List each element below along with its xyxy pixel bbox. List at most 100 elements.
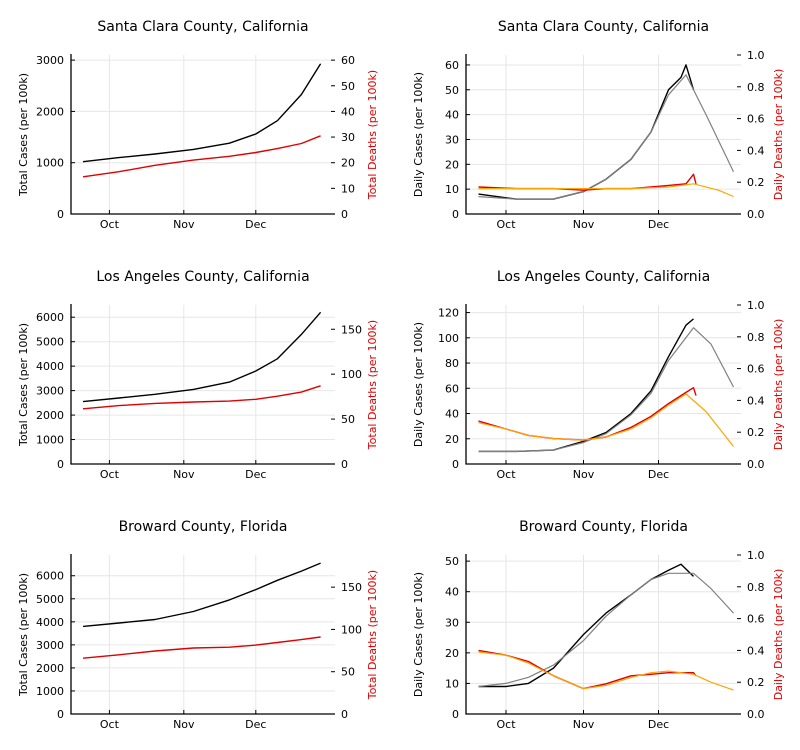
- y-tick-label: 3000: [36, 639, 64, 652]
- y2-tick-label: 10: [341, 182, 355, 195]
- chart-title: Broward County, Florida: [119, 519, 288, 535]
- y-tick-label: 4000: [36, 616, 64, 629]
- y2-tick-label: 50: [341, 666, 355, 679]
- y-tick-label: 6000: [36, 570, 64, 583]
- y-tick-label: 0: [57, 708, 64, 721]
- series-line-4: [478, 393, 734, 447]
- y-tick-label: 5000: [36, 336, 64, 349]
- y2-tick-label: 0.8: [747, 331, 765, 344]
- y2-axis-label: Total Deaths (per 100k): [366, 570, 379, 700]
- chart-title: Broward County, Florida: [519, 519, 688, 535]
- y2-tick-label: 0: [341, 708, 348, 721]
- y-tick-label: 1000: [36, 434, 64, 447]
- y-tick-label: 80: [445, 357, 459, 370]
- chart-3: Oct Nov Dec 0 1000 2000 3000 4000 5000 6000 0 50 100…: [17, 269, 379, 481]
- axes-frame: [70, 54, 335, 215]
- y-tick-label: 3000: [36, 54, 64, 67]
- y-tick-label: 5000: [36, 593, 64, 606]
- y2-tick-label: 0.0: [747, 208, 765, 221]
- y-tick-label: 0: [452, 708, 459, 721]
- x-tick-label: Dec: [648, 468, 669, 481]
- y-tick-label: 20: [445, 433, 459, 446]
- y2-tick-label: 0.8: [747, 581, 765, 594]
- y-axis-label: Daily Cases (per 100k): [412, 322, 425, 447]
- y2-axis-label: Daily Deaths (per 100k): [772, 569, 785, 701]
- y-tick-label: 6000: [36, 311, 64, 324]
- y-tick-label: 0: [57, 208, 64, 221]
- y2-axis-label: Total Deaths (per 100k): [366, 70, 379, 200]
- y2-tick-label: 150: [341, 323, 362, 336]
- y-tick-label: 40: [445, 586, 459, 599]
- y2-tick-label: 60: [341, 54, 355, 67]
- series-line-1: [82, 562, 321, 628]
- y2-tick-label: 0.6: [747, 113, 765, 126]
- axes-frame: [465, 54, 741, 215]
- x-tick-label: Oct: [100, 468, 120, 481]
- y-tick-label: 60: [445, 382, 459, 395]
- y2-tick-label: 0.2: [747, 426, 765, 439]
- y-tick-label: 50: [445, 84, 459, 97]
- x-tick-label: Nov: [173, 718, 195, 731]
- y2-axis-label: Daily Deaths (per 100k): [772, 69, 785, 201]
- y-tick-label: 2000: [36, 105, 64, 118]
- y2-tick-label: 0.8: [747, 81, 765, 94]
- x-tick-label: Nov: [573, 718, 595, 731]
- y2-tick-label: 100: [341, 623, 362, 636]
- y2-tick-label: 1.0: [747, 549, 765, 562]
- chart-title: Los Angeles County, California: [497, 269, 710, 285]
- y2-tick-label: 0.0: [747, 458, 765, 471]
- y-tick-label: 30: [445, 133, 459, 146]
- y-tick-label: 4000: [36, 360, 64, 373]
- axes-frame: [465, 304, 741, 465]
- y-tick-label: 1000: [36, 157, 64, 170]
- y2-tick-label: 0.2: [747, 176, 765, 189]
- y-tick-label: 60: [445, 59, 459, 72]
- y-tick-label: 10: [445, 677, 459, 690]
- y-tick-label: 50: [445, 555, 459, 568]
- y2-tick-label: 0.4: [747, 644, 765, 657]
- series-line-1: [478, 563, 694, 688]
- x-tick-label: Nov: [173, 218, 195, 231]
- x-tick-label: Dec: [648, 218, 669, 231]
- y2-tick-label: 0.4: [747, 394, 765, 407]
- series-line-2: [82, 385, 321, 410]
- x-tick-label: Oct: [496, 218, 516, 231]
- x-tick-label: Oct: [100, 218, 120, 231]
- axes-frame: [70, 554, 335, 715]
- chart-title: Los Angeles County, California: [96, 269, 309, 285]
- series-line-1: [82, 63, 322, 163]
- chart-2: Oct Nov Dec 0 10 20 30 40 50 60 0.0 0.2 0.4 0.6 0.8 1.0…: [412, 19, 785, 231]
- y2-axis-label: Total Deaths (per 100k): [366, 320, 379, 450]
- y-tick-label: 40: [445, 408, 459, 421]
- series-line-1: [478, 64, 695, 200]
- y-tick-label: 10: [445, 183, 459, 196]
- y-tick-label: 1000: [36, 685, 64, 698]
- x-tick-label: Nov: [573, 468, 595, 481]
- y2-tick-label: 50: [341, 413, 355, 426]
- series-line-2: [478, 572, 734, 688]
- x-tick-label: Dec: [245, 218, 266, 231]
- chart-6: Oct Nov Dec 0 10 20 30 40 50 0.0 0.2 0.4 0.6 0.8 1.0 Br…: [412, 519, 785, 731]
- y-tick-label: 40: [445, 109, 459, 122]
- series-line-1: [478, 318, 694, 453]
- series-line-2: [82, 636, 321, 659]
- y-axis-label: Total Cases (per 100k): [17, 73, 30, 197]
- axes-frame: [70, 304, 335, 465]
- y2-tick-label: 50: [341, 80, 355, 93]
- x-tick-label: Nov: [173, 468, 195, 481]
- y-tick-label: 20: [445, 158, 459, 171]
- series-line-1: [82, 311, 322, 403]
- y2-tick-label: 1.0: [747, 299, 765, 312]
- y-tick-label: 2000: [36, 409, 64, 422]
- x-tick-label: Dec: [648, 718, 669, 731]
- y2-tick-label: 1.0: [747, 49, 765, 62]
- y-axis-label: Total Cases (per 100k): [17, 323, 30, 447]
- x-tick-label: Oct: [100, 718, 120, 731]
- axes-frame: [465, 554, 741, 715]
- y2-tick-label: 0.4: [747, 144, 765, 157]
- y2-tick-label: 0.6: [747, 613, 765, 626]
- y2-tick-label: 100: [341, 368, 362, 381]
- x-tick-label: Dec: [245, 718, 266, 731]
- chart-5: Oct Nov Dec 0 1000 2000 3000 4000 5000 6000 0 50 100…: [17, 519, 379, 731]
